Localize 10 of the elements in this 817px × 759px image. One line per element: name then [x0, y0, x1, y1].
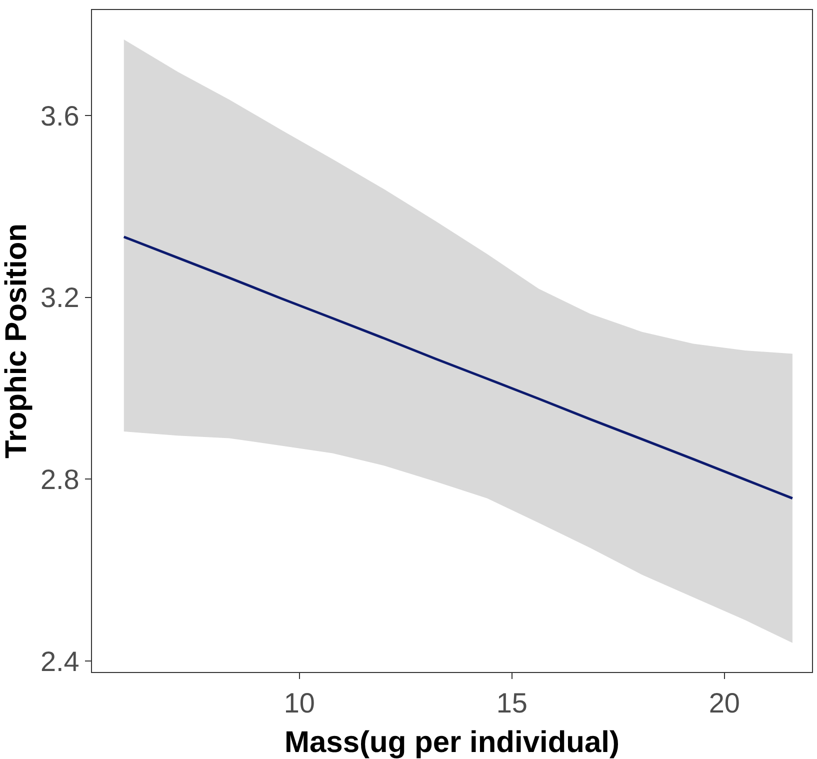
y-axis-title: Trophic Position: [0, 223, 33, 459]
y-tick-label: 3.2: [40, 282, 80, 314]
x-tick-label: 20: [708, 688, 740, 719]
y-tick-label: 2.8: [40, 464, 80, 496]
x-tick-label: 10: [284, 688, 315, 719]
line-series: [122, 236, 794, 500]
x-axis-title: Mass(ug per individual): [284, 726, 620, 759]
x-tick-label: 15: [496, 688, 528, 719]
y-tick-label: 2.4: [40, 646, 80, 677]
y-tick-label: 3.6: [40, 100, 80, 132]
